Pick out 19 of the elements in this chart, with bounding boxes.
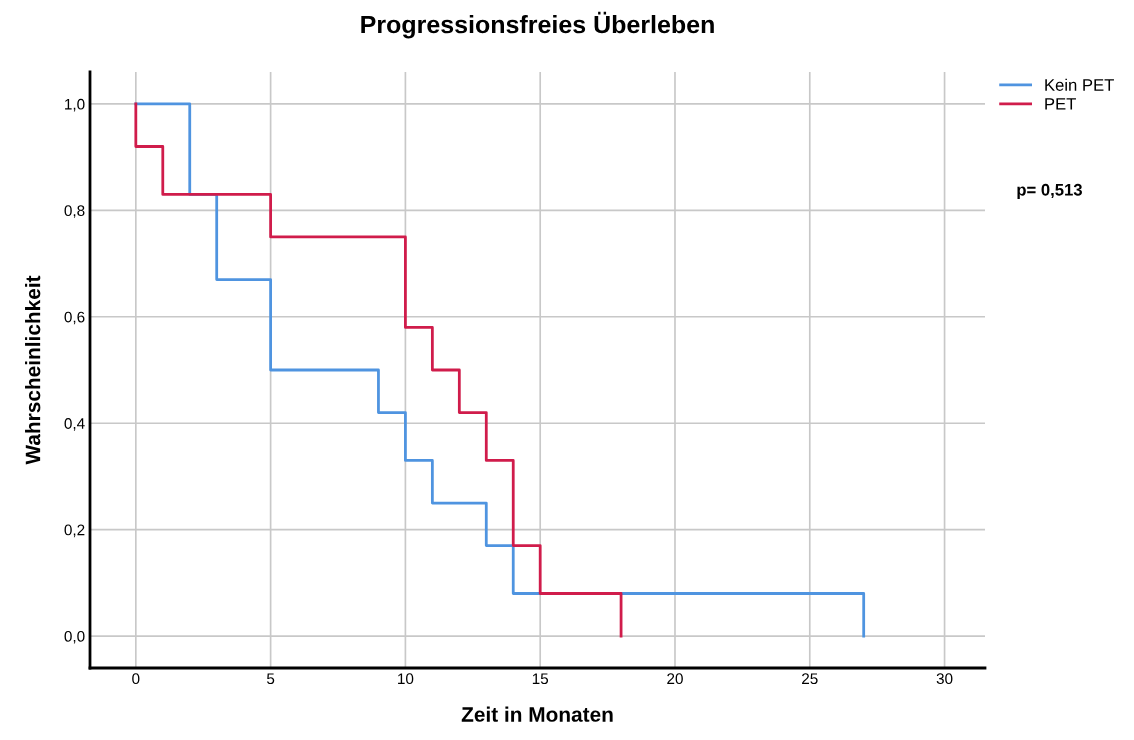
legend-label: Kein PET: [1045, 78, 1114, 91]
chart-title: Progressionsfreies Überleben: [361, 11, 714, 39]
y-tick-label: 1,0: [65, 98, 85, 112]
y-tick-label: 0,2: [64, 524, 85, 538]
x-tick-label: 15: [532, 673, 549, 685]
y-axis-title: Wahrscheinlichkeit: [25, 275, 41, 465]
x-axis-title: Zeit in Monaten: [461, 706, 613, 722]
y-tick-label: 0,8: [64, 205, 85, 218]
legend-label: PET: [1045, 98, 1076, 110]
x-tick-label: 0: [132, 673, 140, 685]
x-tick-label: 30: [936, 673, 953, 685]
x-tick-label: 10: [398, 673, 414, 685]
x-tick-label: 5: [266, 673, 275, 685]
text: p= 0,513: [1017, 183, 1082, 199]
y-tick-label: 0,0: [64, 630, 85, 644]
y-tick-label: 0,4: [64, 418, 85, 431]
x-tick-label: 20: [667, 673, 683, 685]
x-tick-label: 25: [802, 673, 818, 685]
y-tick-label: 0,6: [64, 311, 85, 325]
